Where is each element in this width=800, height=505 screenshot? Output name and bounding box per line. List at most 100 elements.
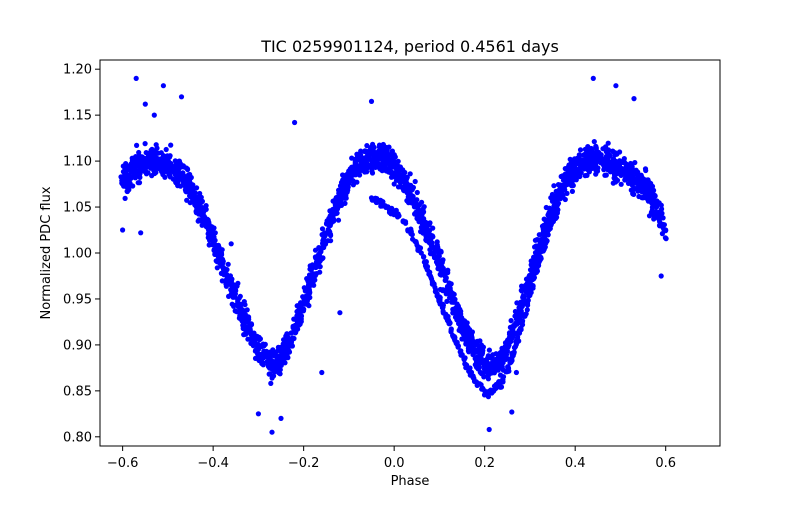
data-point — [473, 349, 479, 355]
data-point — [639, 194, 646, 201]
data-point — [610, 180, 616, 186]
data-point — [622, 165, 628, 171]
data-point — [407, 171, 413, 177]
data-point — [295, 322, 301, 328]
data-point — [269, 429, 275, 435]
data-point — [456, 327, 462, 333]
data-point — [645, 177, 651, 183]
data-point — [464, 362, 470, 368]
data-point — [183, 176, 189, 183]
data-point — [248, 340, 254, 346]
data-point — [569, 175, 575, 181]
data-point — [545, 232, 551, 238]
data-point — [511, 345, 518, 351]
data-point — [252, 355, 259, 361]
data-point — [445, 267, 451, 273]
data-point — [577, 166, 583, 172]
data-point — [156, 158, 162, 164]
data-point — [563, 178, 569, 184]
data-point — [369, 170, 376, 176]
data-point — [391, 209, 397, 215]
data-point — [172, 172, 178, 178]
data-point — [635, 178, 642, 184]
data-point — [381, 143, 387, 149]
data-point — [423, 261, 429, 267]
data-point — [649, 185, 655, 191]
data-point — [520, 293, 526, 299]
data-point — [659, 206, 665, 212]
data-point — [187, 200, 193, 206]
x-tick-label: 0.6 — [655, 456, 676, 471]
data-point — [307, 263, 313, 269]
data-point — [213, 258, 219, 264]
data-point — [527, 276, 533, 282]
data-point — [418, 213, 424, 219]
data-point — [400, 218, 406, 224]
data-point — [549, 209, 555, 215]
data-point — [527, 267, 534, 273]
data-point — [642, 166, 649, 172]
data-point — [564, 190, 570, 196]
data-point — [151, 112, 157, 118]
data-point — [576, 155, 583, 161]
data-point — [590, 75, 596, 81]
data-point — [497, 365, 503, 371]
data-point — [269, 362, 275, 368]
data-point — [412, 178, 418, 185]
data-point — [486, 426, 492, 433]
y-tick-label: 0.95 — [63, 292, 92, 307]
data-point — [206, 221, 212, 227]
data-point — [414, 216, 421, 222]
data-point — [187, 193, 193, 199]
x-tick-label: −0.4 — [197, 456, 229, 471]
data-point — [548, 195, 554, 201]
data-point — [320, 241, 326, 247]
data-point — [531, 275, 538, 281]
data-point — [572, 165, 578, 171]
data-point — [354, 179, 360, 185]
data-point — [404, 181, 410, 187]
data-point — [355, 163, 361, 169]
data-point — [160, 171, 166, 177]
data-point — [266, 371, 272, 377]
data-point — [477, 354, 483, 360]
data-point — [307, 289, 313, 295]
data-point — [208, 228, 214, 234]
data-point — [278, 415, 284, 421]
data-point — [363, 149, 369, 155]
data-point — [291, 316, 297, 322]
data-point — [545, 218, 551, 224]
data-point — [518, 325, 524, 331]
data-point — [379, 151, 385, 157]
data-point — [255, 346, 261, 353]
data-point — [195, 218, 201, 224]
data-point — [514, 300, 520, 306]
data-point — [336, 187, 342, 193]
data-point — [421, 204, 427, 210]
data-point — [210, 236, 216, 242]
data-point — [271, 373, 277, 379]
data-point — [418, 209, 424, 215]
data-point — [241, 313, 247, 319]
x-tick-label: −0.6 — [107, 456, 139, 471]
data-point — [198, 199, 205, 205]
data-point — [178, 94, 185, 100]
data-point — [603, 172, 609, 178]
data-point — [152, 163, 158, 170]
data-point — [519, 319, 525, 325]
data-point — [605, 140, 611, 146]
chart-title: TIC 0259901124, period 0.4561 days — [260, 37, 559, 56]
data-point — [427, 273, 433, 279]
data-point — [283, 340, 289, 346]
data-point — [350, 166, 356, 172]
data-point — [429, 243, 435, 250]
data-point — [607, 153, 613, 159]
data-point — [464, 320, 470, 326]
data-point — [328, 218, 334, 224]
data-point — [379, 203, 385, 209]
data-point — [527, 291, 533, 297]
data-point — [449, 291, 455, 297]
data-point — [600, 146, 606, 152]
data-point — [126, 173, 132, 179]
data-point — [389, 150, 395, 156]
